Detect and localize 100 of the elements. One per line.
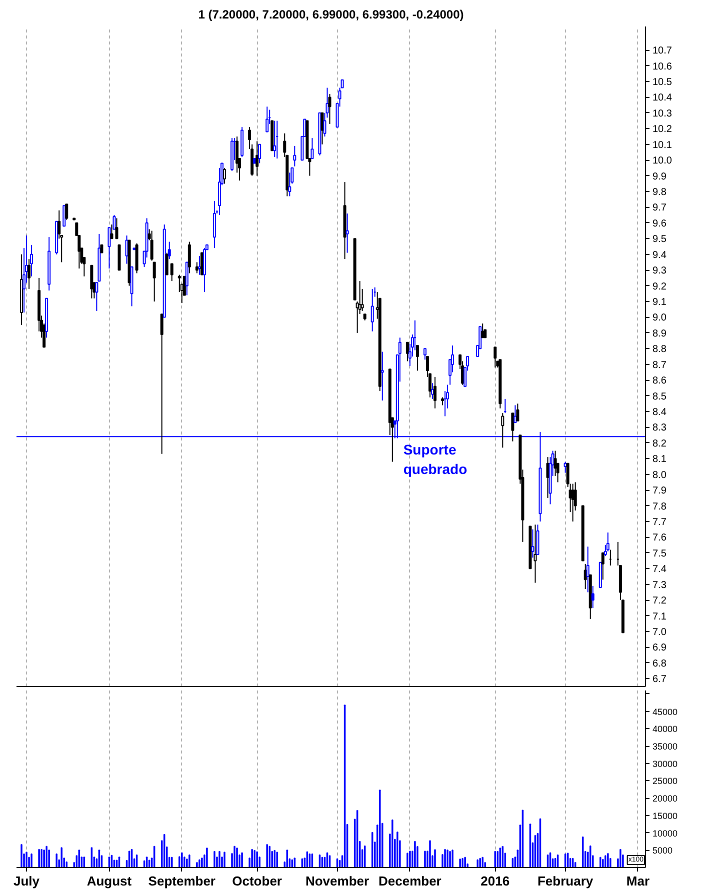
y-tick-label: 15000: [652, 810, 678, 821]
x-tick-label: October: [232, 874, 282, 888]
candlestick: [110, 224, 114, 240]
y-tick-label: 10.5: [652, 77, 672, 88]
y-tick-label: 8.1: [652, 454, 667, 466]
candlestick: [511, 412, 514, 442]
candlestick: [346, 213, 349, 254]
y-tick-label: 10.1: [652, 140, 672, 151]
y-tick-label: 7.9: [652, 486, 667, 497]
y-tick-label: 6.7: [652, 674, 667, 686]
y-tick-label: 35000: [652, 742, 678, 752]
x-tick-label: February: [537, 874, 594, 888]
candlestick: [531, 528, 534, 558]
y-tick-label: 7.5: [652, 548, 667, 560]
candlestick: [266, 106, 269, 132]
y-tick-label: 9.2: [652, 281, 667, 292]
candlestick: [170, 263, 174, 282]
candlestick: [188, 241, 191, 274]
y-tick-label: 9.0: [652, 312, 667, 324]
y-tick-label: 10.7: [652, 46, 672, 57]
x-tick-label: August: [86, 874, 132, 888]
y-tick-label: 8.2: [652, 438, 667, 450]
candlestick: [451, 345, 454, 373]
y-tick-label: 8.0: [652, 470, 667, 481]
candlestick: [494, 346, 497, 368]
candlestick: [90, 264, 94, 299]
y-tick-label: 40000: [652, 724, 678, 734]
candlestick: [62, 205, 66, 227]
candlestick: [534, 524, 537, 584]
annotation: Suporte quebrado: [403, 442, 468, 477]
chart-title: 1 (7.20000, 7.20000, 6.99000, 6.99300, -0.24000): [198, 8, 464, 22]
y-tick-label: 6.9: [652, 642, 667, 654]
candlestick: [428, 373, 432, 398]
y-tick-label: 8.8: [652, 344, 667, 356]
candlestick: [320, 112, 324, 145]
candlestick: [152, 262, 156, 302]
candlestick: [328, 94, 332, 124]
y-tick-label: 9.6: [652, 218, 667, 230]
y-tick-label: 6.8: [652, 658, 667, 670]
candlestick: [586, 546, 590, 593]
candlestick: [406, 342, 409, 362]
candlestick: [28, 258, 31, 290]
candlestick: [380, 351, 384, 401]
y-tick-label: 9.8: [652, 187, 667, 198]
y-tick-label: 10.4: [652, 92, 672, 104]
y-tick-label: 8.7: [652, 360, 667, 371]
y-tick-label: 8.3: [652, 422, 667, 434]
candlestick: [108, 227, 111, 269]
y-tick-label: 10.0: [652, 156, 672, 167]
candlestick: [195, 262, 198, 274]
y-tick-label: 8.6: [652, 376, 667, 387]
y-tick-label: 10.3: [652, 108, 672, 120]
x-tick-label: November: [305, 874, 370, 888]
candlestick: [168, 241, 171, 260]
x-tick-label: July: [14, 874, 40, 888]
candlestick: [112, 214, 116, 230]
y-tick-label: 8.9: [652, 328, 667, 340]
candlestick: [370, 288, 374, 332]
candlestick: [258, 144, 262, 164]
candlestick: [310, 138, 314, 159]
candlestick: [160, 314, 164, 454]
y-tick-label: 8.5: [652, 391, 667, 402]
y-tick-label: 5000: [652, 846, 673, 856]
candlestick: [273, 120, 276, 158]
y-tick-label: 9.7: [652, 202, 667, 214]
y-tick-label: 7.7: [652, 517, 667, 528]
candlestick: [516, 403, 520, 422]
x-tick-label: 2016: [480, 874, 510, 888]
candlestick: [433, 376, 436, 409]
y-tick-label: 30000: [652, 758, 678, 769]
candlestick: [115, 218, 118, 240]
x-tick-label: December: [378, 874, 442, 888]
y-tick-label: 9.4: [652, 250, 667, 261]
y-tick-label: 9.3: [652, 266, 667, 277]
candlestick: [212, 200, 216, 249]
y-tick-label: 7.0: [652, 627, 667, 638]
y-tick-label: 10000: [652, 828, 678, 838]
y-tick-label: 8.4: [652, 407, 667, 418]
candlestick: [601, 552, 604, 580]
candlestick: [150, 230, 154, 262]
y-tick-label: 9.1: [652, 297, 667, 308]
candlestick: [606, 532, 610, 552]
candlestick: [416, 345, 419, 372]
y-tick-label: 25000: [652, 776, 678, 786]
candlestick: [501, 412, 504, 448]
y-tick-label: 10.2: [652, 124, 672, 136]
y-tick-label: 7.2: [652, 596, 667, 607]
y-tick-label: 7.4: [652, 564, 667, 576]
x-tick-label: September: [148, 874, 216, 888]
candlestick: [584, 563, 587, 590]
candlestick: [514, 404, 517, 423]
y-tick-label: 7.3: [652, 580, 667, 591]
y-tick-label: 45000: [652, 706, 678, 717]
x-tick-label: Mar: [626, 874, 650, 888]
candlestick: [165, 252, 168, 276]
candlestick: [256, 140, 259, 176]
y-tick-label: 7.1: [652, 611, 667, 622]
y-tick-label: 20000: [652, 794, 678, 804]
y-tick-label: 7.8: [652, 501, 667, 512]
y-tick-label: 9.5: [652, 234, 667, 246]
